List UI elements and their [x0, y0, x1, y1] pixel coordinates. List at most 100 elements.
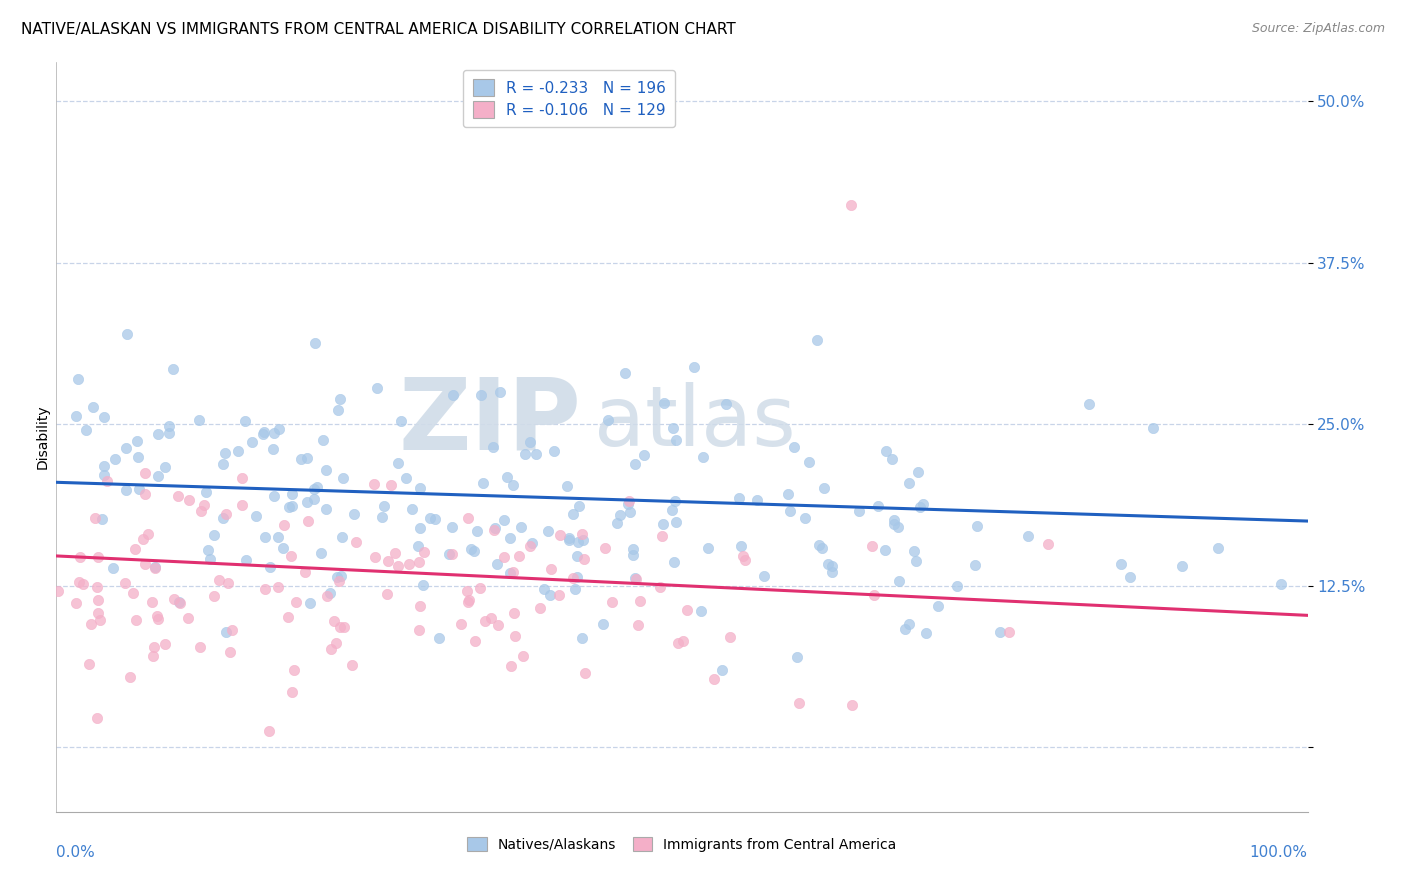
Point [153, 637, 176, 651]
Point [371, 509, 394, 524]
Point [398, 558, 420, 572]
Point [841, 698, 863, 713]
Point [513, 447, 536, 461]
Point [502, 478, 524, 492]
Point [543, 444, 565, 458]
Point [143, 561, 166, 575]
Point [1119, 570, 1142, 584]
Point [204, 528, 226, 542]
Text: ZIP: ZIP [399, 374, 582, 471]
Point [124, 541, 146, 556]
Point [423, 511, 446, 525]
Point [664, 494, 686, 508]
Point [304, 335, 326, 350]
Point [692, 450, 714, 464]
Point [727, 491, 749, 506]
Point [613, 366, 636, 380]
Point [875, 443, 897, 458]
Point [115, 326, 138, 341]
Point [839, 197, 862, 211]
Point [281, 685, 304, 699]
Point [281, 487, 304, 501]
Point [555, 479, 578, 493]
Point [332, 471, 354, 485]
Point [214, 446, 236, 460]
Point [142, 649, 165, 664]
Point [315, 501, 337, 516]
Point [456, 584, 478, 599]
Point [221, 623, 243, 637]
Point [83, 511, 105, 525]
Point [319, 642, 342, 657]
Y-axis label: Disability: Disability [35, 405, 49, 469]
Point [927, 599, 949, 614]
Point [315, 463, 337, 477]
Point [1206, 541, 1229, 555]
Point [67, 372, 90, 386]
Point [278, 500, 301, 514]
Point [617, 493, 640, 508]
Point [93, 409, 115, 424]
Point [733, 549, 755, 563]
Point [134, 487, 156, 501]
Point [609, 508, 631, 522]
Point [593, 541, 616, 556]
Point [592, 617, 614, 632]
Point [710, 663, 733, 677]
Point [309, 546, 332, 560]
Point [218, 645, 240, 659]
Point [211, 457, 233, 471]
Point [538, 588, 561, 602]
Point [136, 526, 159, 541]
Point [503, 629, 526, 643]
Point [797, 455, 820, 469]
Point [409, 599, 432, 613]
Point [463, 544, 485, 558]
Point [1270, 577, 1292, 591]
Point [572, 551, 595, 566]
Point [93, 458, 115, 473]
Point [240, 435, 263, 450]
Point [200, 552, 222, 566]
Point [329, 392, 352, 407]
Point [817, 557, 839, 571]
Point [90, 512, 112, 526]
Point [524, 447, 547, 461]
Point [273, 518, 295, 533]
Point [810, 541, 832, 555]
Point [908, 500, 931, 514]
Point [783, 441, 806, 455]
Point [621, 541, 644, 556]
Point [302, 492, 325, 507]
Point [486, 558, 509, 572]
Point [813, 481, 835, 495]
Point [328, 403, 350, 417]
Point [1109, 557, 1132, 571]
Point [754, 569, 776, 583]
Point [1017, 528, 1039, 542]
Point [730, 539, 752, 553]
Point [1036, 536, 1059, 550]
Point [87, 606, 110, 620]
Point [406, 539, 429, 553]
Point [89, 613, 111, 627]
Point [271, 541, 294, 555]
Point [169, 596, 191, 610]
Point [873, 543, 896, 558]
Point [703, 672, 725, 686]
Point [502, 566, 524, 580]
Point [254, 582, 277, 596]
Point [903, 544, 925, 558]
Point [868, 499, 890, 513]
Point [548, 588, 571, 602]
Point [734, 553, 756, 567]
Point [508, 549, 530, 563]
Point [474, 614, 496, 628]
Point [860, 539, 883, 553]
Point [267, 530, 290, 544]
Point [290, 452, 312, 467]
Point [295, 495, 318, 509]
Point [616, 497, 638, 511]
Point [80, 617, 103, 632]
Point [67, 575, 90, 590]
